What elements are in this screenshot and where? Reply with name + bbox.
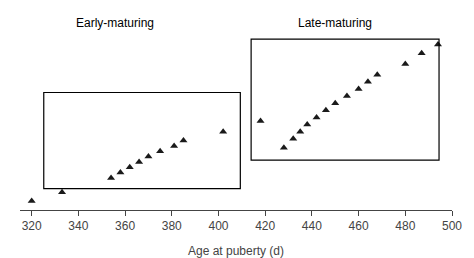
- svg-text:340: 340: [68, 219, 88, 233]
- svg-text:380: 380: [162, 219, 182, 233]
- svg-text:400: 400: [208, 219, 228, 233]
- svg-text:Late-maturing: Late-maturing: [298, 16, 372, 30]
- svg-text:440: 440: [302, 219, 322, 233]
- svg-text:480: 480: [395, 219, 415, 233]
- svg-text:320: 320: [22, 219, 42, 233]
- svg-text:500: 500: [442, 219, 462, 233]
- svg-text:460: 460: [349, 219, 369, 233]
- svg-text:420: 420: [255, 219, 275, 233]
- svg-text:360: 360: [115, 219, 135, 233]
- svg-text:Age at puberty (d): Age at puberty (d): [188, 244, 284, 258]
- svg-text:Early-maturing: Early-maturing: [76, 16, 154, 30]
